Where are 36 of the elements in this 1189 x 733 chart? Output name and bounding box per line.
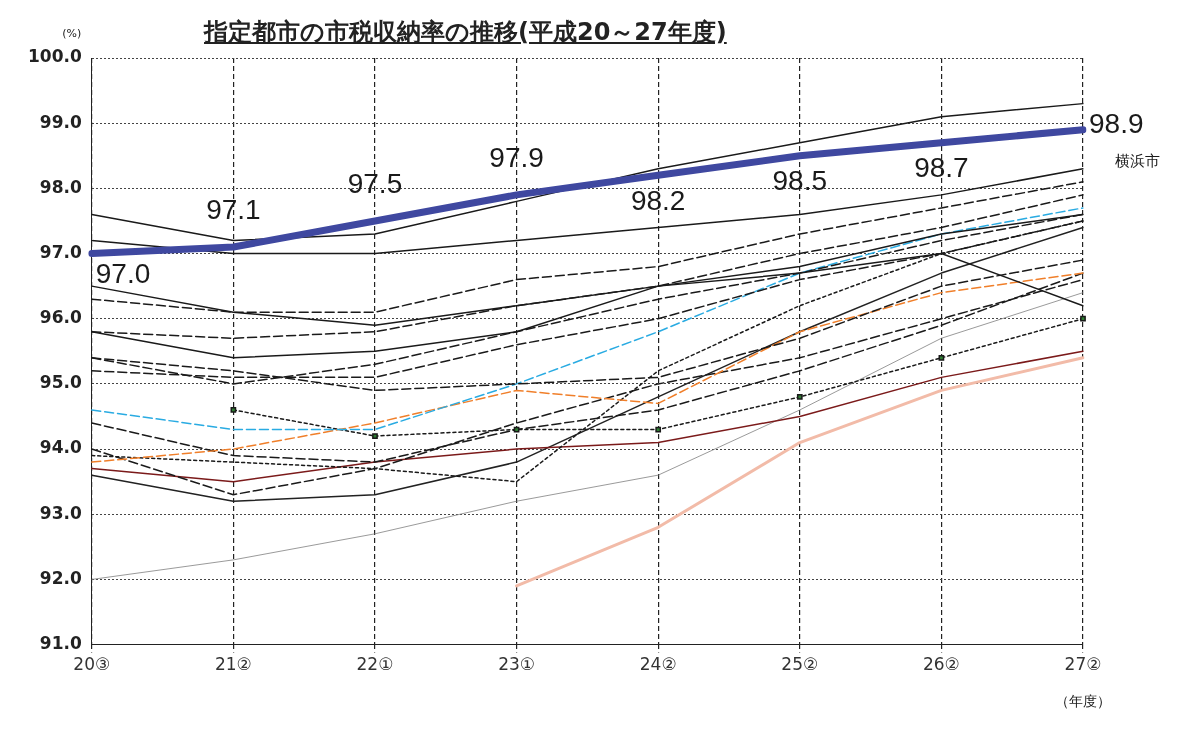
y-tick-label: 91.0 bbox=[39, 633, 82, 654]
x-axis-title: （年度） bbox=[1055, 693, 1111, 710]
x-tick-label: 23① bbox=[498, 654, 536, 675]
point bbox=[230, 407, 237, 413]
y-tick-label: 99.0 bbox=[39, 111, 82, 132]
data-label: 97.0 bbox=[95, 258, 151, 290]
data-label: 97.9 bbox=[489, 141, 544, 173]
data-label: 98.2 bbox=[630, 185, 686, 217]
text: 横浜市 bbox=[1115, 151, 1160, 170]
y-tick-label: 97.0 bbox=[39, 241, 82, 262]
y-tick-label: 93.0 bbox=[39, 502, 82, 523]
x-tick-label: 25② bbox=[781, 654, 819, 675]
point bbox=[938, 354, 945, 361]
point bbox=[796, 394, 803, 400]
x-tick-label: 22① bbox=[356, 654, 394, 675]
x-tick-label: 24② bbox=[639, 654, 677, 675]
x-tick-label: 27② bbox=[1064, 654, 1102, 675]
point bbox=[372, 433, 378, 439]
point bbox=[655, 426, 662, 433]
chart-title: 指定都市の市税収納率の推移(平成20～27年度) bbox=[204, 17, 727, 48]
data-label: 98.7 bbox=[914, 152, 969, 184]
data-label: 97.5 bbox=[347, 167, 403, 199]
y-tick-label: 100.0 bbox=[27, 46, 82, 67]
y-tick-label: 95.0 bbox=[39, 372, 82, 393]
y-axis-title: (%) bbox=[62, 26, 82, 40]
y-tick-label: 94.0 bbox=[39, 437, 82, 458]
y-tick-label: 92.0 bbox=[39, 567, 82, 588]
data-label: 98.5 bbox=[772, 165, 828, 197]
x-tick-label: 26② bbox=[922, 654, 960, 675]
data-label: 97.1 bbox=[206, 193, 261, 225]
y-tick-label: 98.0 bbox=[39, 176, 82, 197]
x-tick-label: 20③ bbox=[73, 654, 111, 675]
y-tick-label: 96.0 bbox=[39, 307, 82, 328]
point bbox=[1080, 315, 1086, 322]
x-tick-label: 21② bbox=[214, 654, 252, 675]
data-label: 98.9 bbox=[1089, 108, 1144, 140]
